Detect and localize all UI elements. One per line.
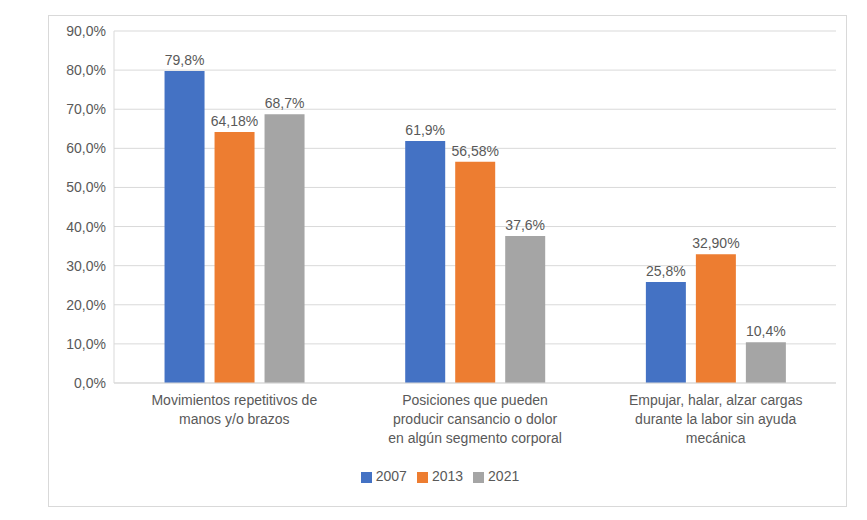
svg-text:Movimientos repetitivos demano: Movimientos repetitivos demanos y/o braz… bbox=[151, 392, 317, 427]
svg-text:64,18%: 64,18% bbox=[211, 113, 258, 129]
svg-text:10,4%: 10,4% bbox=[746, 323, 786, 339]
svg-text:0,0%: 0,0% bbox=[74, 375, 106, 391]
svg-text:10,0%: 10,0% bbox=[66, 336, 106, 352]
svg-text:Posiciones que puedenproducir: Posiciones que puedenproducir cansancio … bbox=[388, 392, 562, 446]
svg-text:32,90%: 32,90% bbox=[692, 235, 739, 251]
svg-text:20,0%: 20,0% bbox=[66, 297, 106, 313]
html-text:2021: 2021 bbox=[488, 468, 520, 484]
svg-text:50,0%: 50,0% bbox=[66, 179, 106, 195]
svg-text:68,7%: 68,7% bbox=[265, 95, 305, 111]
svg-text:37,6%: 37,6% bbox=[505, 217, 545, 233]
svg-text:70,0%: 70,0% bbox=[66, 101, 106, 117]
svg-text:Empujar, halar, alzar cargasdu: Empujar, halar, alzar cargasdurante la l… bbox=[629, 392, 803, 446]
html-text:2007: 2007 bbox=[375, 468, 407, 484]
svg-text:56,58%: 56,58% bbox=[451, 143, 498, 159]
svg-text:80,0%: 80,0% bbox=[66, 62, 106, 78]
svg-text:40,0%: 40,0% bbox=[66, 219, 106, 235]
svg-text:60,0%: 60,0% bbox=[66, 140, 106, 156]
svg-text:90,0%: 90,0% bbox=[66, 23, 106, 39]
svg-text:79,8%: 79,8% bbox=[165, 52, 205, 68]
svg-text:30,0%: 30,0% bbox=[66, 258, 106, 274]
svg-text:61,9%: 61,9% bbox=[405, 122, 445, 138]
html-text:2013: 2013 bbox=[431, 468, 464, 484]
svg-text:25,8%: 25,8% bbox=[646, 263, 686, 279]
